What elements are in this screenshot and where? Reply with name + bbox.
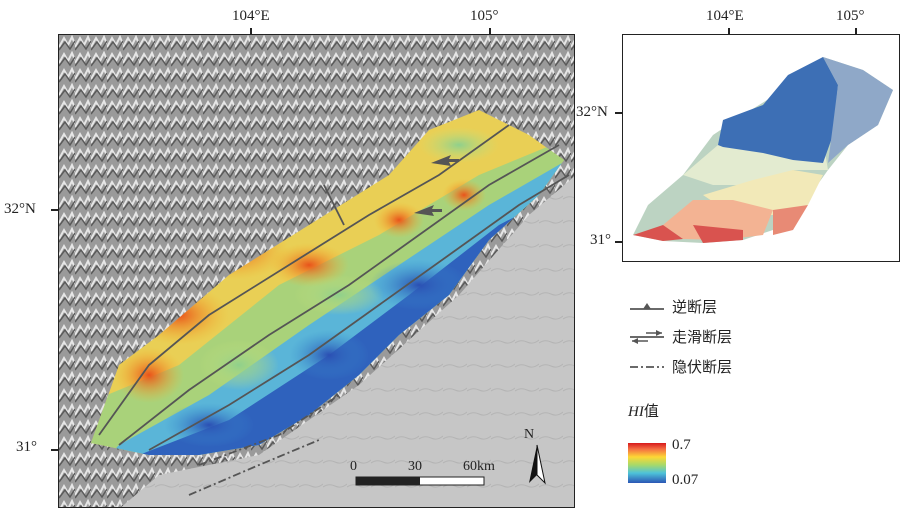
hi-title-italic: HI	[628, 404, 644, 420]
legend-thrust-fault-label: 逆断层	[672, 300, 718, 316]
top-tick-104E: 104°E	[232, 8, 270, 24]
scale-label-60km: 60km	[463, 459, 495, 474]
left-tick-31: 31°	[16, 439, 37, 455]
main-map-svg	[59, 35, 574, 507]
north-arrow-label: N	[524, 427, 535, 442]
main-hi-map: 0 30 60km N	[58, 34, 575, 508]
top-tick-105: 105°	[470, 8, 499, 24]
strike-slip-fault-symbol-icon	[630, 329, 664, 344]
inset-basin-map	[622, 34, 900, 262]
inset-top-tick-104E: 104°E	[706, 8, 744, 24]
thrust-fault-symbol-icon	[630, 302, 664, 310]
top-tick-mark-105	[489, 28, 491, 35]
top-tick-mark-104	[250, 28, 252, 35]
inset-top-tick-mark-105	[855, 28, 857, 35]
left-tick-32N: 32°N	[4, 201, 36, 217]
inset-left-tick-32N: 32°N	[576, 104, 608, 120]
concealed-fault-symbol-icon	[630, 365, 664, 368]
inset-map-svg	[633, 57, 893, 243]
hi-color-ramp	[628, 443, 666, 483]
hi-min-label: 0.07	[672, 472, 699, 488]
hi-max-label: 0.7	[672, 437, 691, 453]
legend-strike-slip-fault: 走滑断层	[628, 326, 732, 347]
left-tick-mark-32	[51, 209, 58, 211]
legend-concealed-fault-label: 隐伏断层	[672, 360, 733, 376]
legend-thrust-fault: 逆断层	[628, 296, 717, 317]
hi-title-suffix: 值	[643, 404, 659, 420]
legend-concealed-fault: 隐伏断层	[628, 356, 732, 377]
inset-left-tick-mark-31	[615, 241, 622, 243]
legend-strike-slip-fault-label: 走滑断层	[672, 330, 733, 346]
hi-legend-title: HI值	[628, 400, 659, 421]
scale-label-0: 0	[350, 459, 357, 474]
scale-label-30: 30	[408, 459, 422, 474]
strike-slip-arrows	[414, 155, 459, 216]
north-arrow-icon	[529, 444, 546, 485]
fault-lines	[98, 124, 570, 496]
inset-left-tick-mark-32	[615, 112, 622, 114]
inset-top-tick-105: 105°	[836, 8, 865, 24]
scale-bar	[355, 476, 485, 486]
left-tick-mark-31	[51, 449, 58, 451]
inset-top-tick-mark-104	[728, 28, 730, 35]
inset-left-tick-31: 31°	[590, 232, 611, 248]
